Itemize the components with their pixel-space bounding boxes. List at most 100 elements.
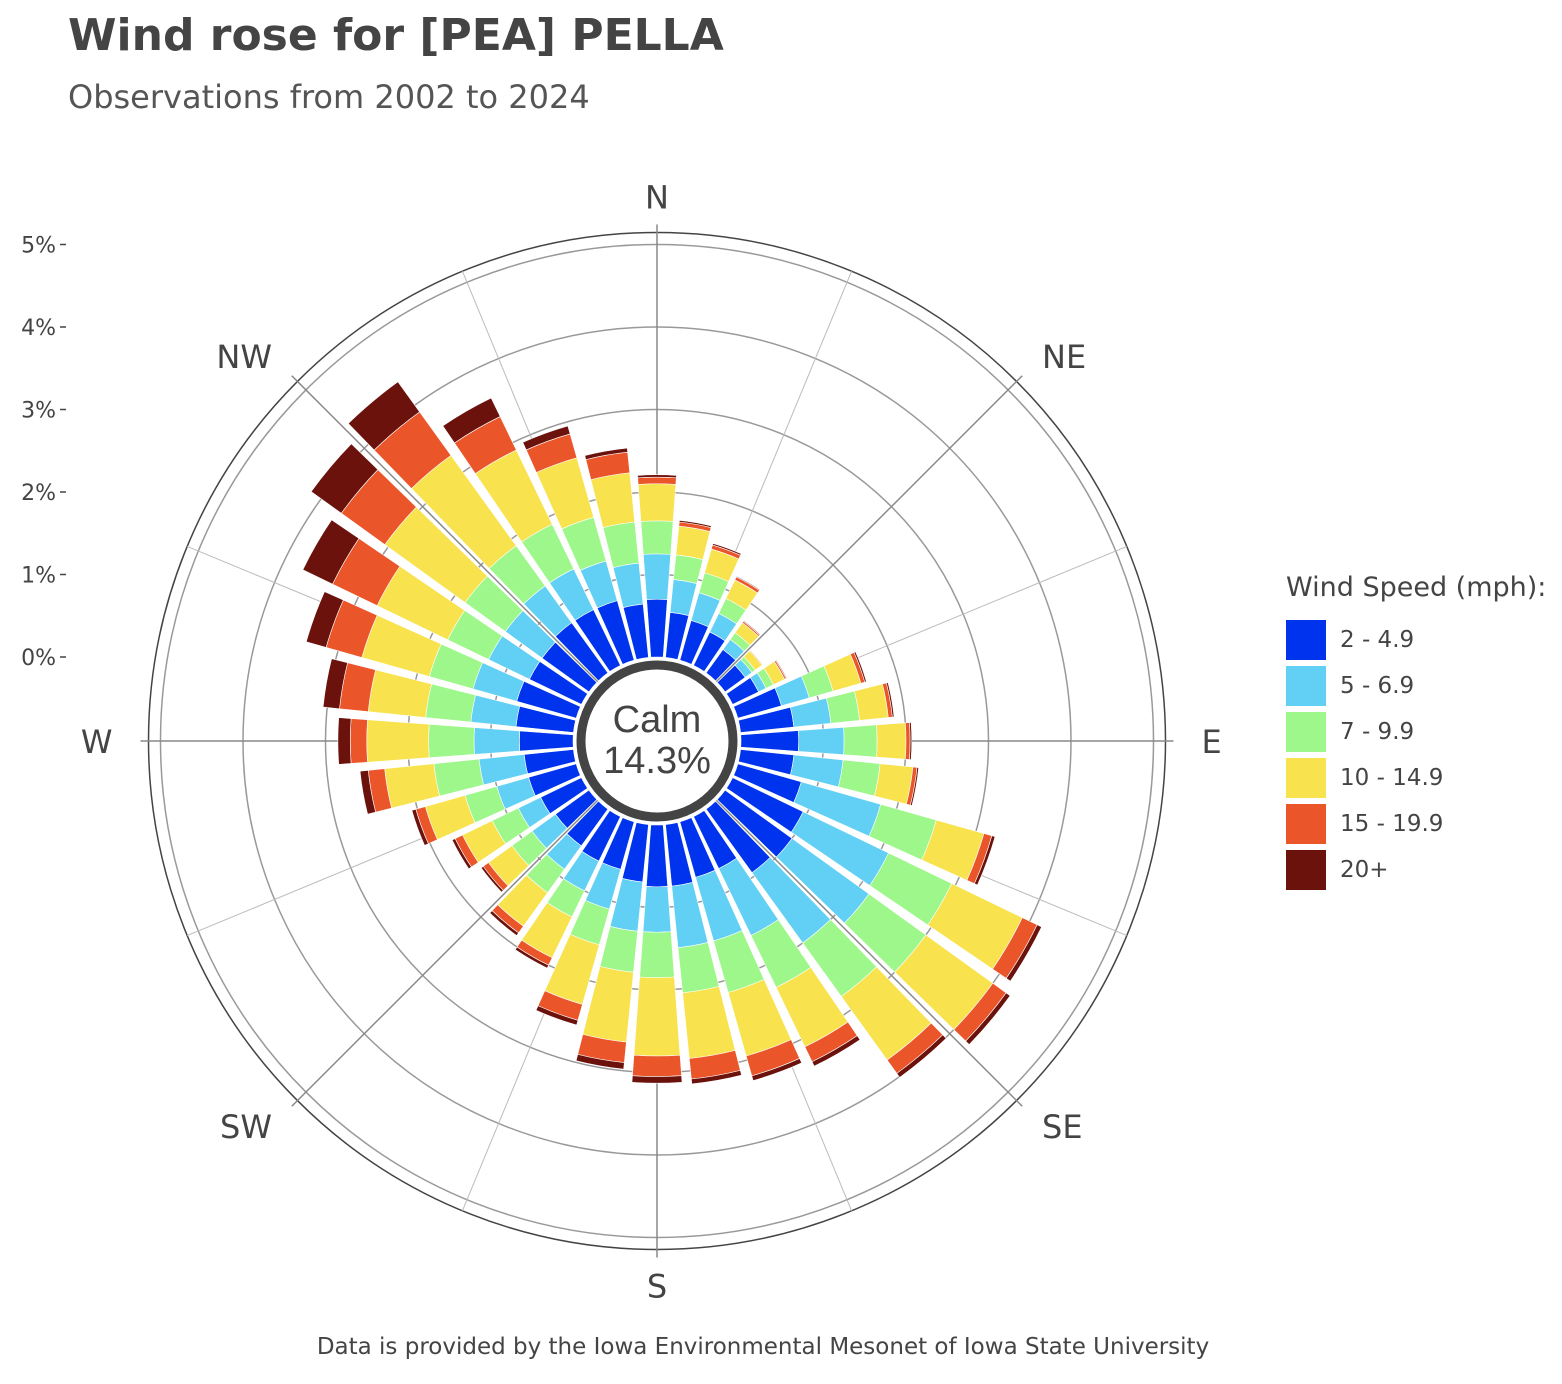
wind-bar-segment: [637, 474, 677, 479]
wind-bar-segment: [691, 1070, 742, 1085]
legend-label: 5 - 6.9: [1340, 673, 1415, 699]
wind-bar-segment: [599, 926, 639, 973]
wind-bar-segment: [874, 763, 914, 805]
wind-bar-segment: [428, 723, 475, 759]
wind-bar-segment: [678, 520, 712, 528]
legend-item[interactable]: 15 - 19.9: [1286, 801, 1546, 847]
wind-bar-segment: [712, 543, 742, 556]
chart-title: Wind rose for [PEA] PELLA: [68, 10, 724, 61]
wind-bar-segment: [974, 835, 996, 886]
wind-bar-segment: [751, 1058, 803, 1081]
direction-label: S: [647, 1268, 667, 1306]
legend-item[interactable]: 2 - 4.9: [1286, 617, 1546, 663]
wind-bar-segment: [853, 651, 867, 683]
wind-bar-segment: [433, 758, 484, 797]
legend-item[interactable]: 10 - 14.9: [1286, 755, 1546, 801]
wind-bar-segment: [740, 730, 800, 752]
wind-rose-chart: 0% 1% 2% 3% 4% 5% N NE E SE S SW W NW Calm 14.3%: [21, 179, 1222, 1306]
legend-label: 15 - 19.9: [1340, 811, 1444, 837]
wind-bar-segment: [742, 620, 761, 636]
grid-spoke: [291, 799, 599, 1107]
wind-bar-segment: [811, 1035, 861, 1067]
radial-axis: 0% 1% 2% 3% 4% 5%: [21, 234, 66, 671]
wind-bar-segment: [367, 669, 432, 718]
wind-bar-segment: [646, 598, 668, 658]
legend-swatch: [1286, 666, 1326, 706]
wind-bar-segment: [633, 976, 681, 1057]
wind-bar-segment: [411, 808, 429, 846]
wind-bar-segment: [909, 722, 913, 760]
wind-bar-segment: [582, 966, 634, 1043]
wind-bar-segment: [384, 763, 440, 809]
legend-label: 10 - 14.9: [1340, 765, 1444, 791]
wind-bar-segment: [838, 759, 881, 797]
radial-tick-label: 3%: [21, 399, 56, 424]
wind-bar-segment: [1005, 924, 1043, 982]
calm-value: 14.3%: [603, 740, 711, 782]
legend-swatch: [1286, 712, 1326, 752]
wind-bar-segment: [749, 649, 764, 666]
legend-item[interactable]: 7 - 9.9: [1286, 709, 1546, 755]
grid-spoke: [715, 375, 1023, 683]
wind-bar-segment: [590, 472, 636, 528]
direction-label: E: [1202, 723, 1222, 761]
wind-bar-segment: [905, 722, 911, 760]
wind-bar-segment: [451, 838, 472, 870]
wind-bar-segment: [639, 931, 675, 978]
wind-bar-segment: [843, 724, 878, 758]
calm-label: Calm: [613, 699, 702, 741]
wind-bar-segment: [682, 986, 736, 1059]
wind-bar-segment: [637, 476, 677, 485]
wind-bar-segment: [632, 1054, 682, 1077]
radial-tick-label: 2%: [21, 481, 56, 506]
radial-tick-label: 4%: [21, 316, 56, 341]
wind-bar-segment: [631, 1075, 683, 1084]
wind-bar-segment: [645, 824, 669, 888]
wind-bar-segment: [349, 718, 368, 764]
direction-labels: N NE E SE S SW W NW: [81, 179, 1222, 1306]
wind-bar-segment: [514, 946, 550, 969]
wind-bar-segment: [798, 726, 845, 756]
chart-subtitle: Observations from 2002 to 2024: [68, 78, 590, 116]
wind-bar-segment: [965, 992, 1011, 1046]
wind-bar-segment: [637, 483, 677, 522]
legend-item[interactable]: 5 - 6.9: [1286, 663, 1546, 709]
legend-label: 2 - 4.9: [1340, 627, 1415, 653]
wind-bar-segment: [425, 683, 476, 723]
wind-bar-segment: [826, 690, 860, 724]
legend-swatch: [1286, 758, 1326, 798]
wind-bar-segment: [640, 520, 674, 555]
wind-bar-segment: [642, 553, 672, 600]
wind-bar-segment: [473, 727, 521, 755]
wind-bar-segment: [575, 1054, 625, 1070]
wind-bar-segment: [675, 525, 711, 560]
radial-tick-label: 1%: [21, 564, 56, 589]
legend-item[interactable]: 20+: [1286, 847, 1546, 893]
direction-label: SW: [220, 1108, 272, 1146]
wind-bar-segment: [735, 575, 761, 591]
wind-bar-segment: [305, 591, 344, 648]
wind-bar-segment: [910, 767, 920, 806]
wind-bar-segment: [790, 697, 832, 728]
wind-bar-segment: [480, 865, 504, 893]
wind-bar-segment: [366, 719, 430, 763]
calm-circle: [576, 660, 738, 822]
footer-credit: Data is provided by the Iowa Environment…: [316, 1334, 1210, 1360]
wind-bar-segment: [489, 910, 520, 937]
legend-swatch: [1286, 620, 1326, 660]
radial-tick-label: 0%: [21, 646, 56, 671]
wind-bar-segment: [519, 730, 574, 752]
grid-spoke: [715, 799, 1023, 1107]
wind-bar-segment: [337, 717, 352, 765]
wind-bar-segment: [359, 770, 376, 815]
wind-bar-segment: [522, 425, 571, 451]
legend-label: 7 - 9.9: [1340, 719, 1415, 745]
wind-bar-segment: [442, 397, 501, 444]
wind-bar-segment: [775, 659, 788, 679]
legend-label: 20+: [1340, 857, 1389, 883]
grid-spoke: [291, 375, 599, 683]
legend-swatch: [1286, 804, 1326, 844]
radial-tick-label: 5%: [21, 234, 56, 259]
wind-bar-segment: [854, 683, 889, 721]
wind-bar-segment: [535, 1005, 579, 1026]
